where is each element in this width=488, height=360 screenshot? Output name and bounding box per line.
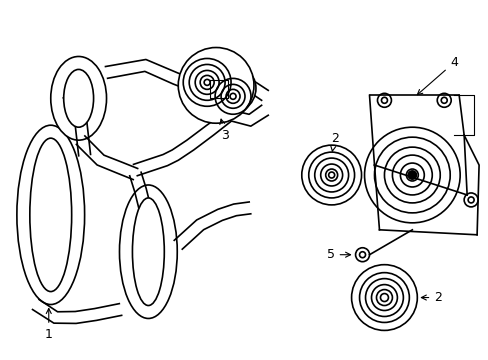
- Polygon shape: [105, 59, 268, 100]
- Text: 1: 1: [45, 309, 53, 341]
- Ellipse shape: [178, 48, 253, 123]
- Ellipse shape: [51, 57, 106, 140]
- Text: 2: 2: [330, 132, 338, 151]
- Text: 4: 4: [417, 56, 457, 95]
- Polygon shape: [129, 172, 154, 226]
- Polygon shape: [76, 136, 137, 180]
- Ellipse shape: [180, 58, 255, 118]
- Polygon shape: [33, 300, 122, 323]
- Text: 3: 3: [220, 119, 228, 142]
- Ellipse shape: [30, 138, 72, 292]
- Circle shape: [407, 170, 416, 180]
- Polygon shape: [63, 93, 90, 156]
- Ellipse shape: [119, 185, 177, 319]
- Ellipse shape: [188, 67, 247, 110]
- Ellipse shape: [63, 69, 93, 127]
- Text: 5: 5: [326, 248, 350, 261]
- Ellipse shape: [132, 198, 164, 306]
- Ellipse shape: [17, 125, 84, 305]
- Polygon shape: [174, 202, 250, 249]
- Text: 2: 2: [421, 291, 441, 304]
- Polygon shape: [133, 105, 268, 176]
